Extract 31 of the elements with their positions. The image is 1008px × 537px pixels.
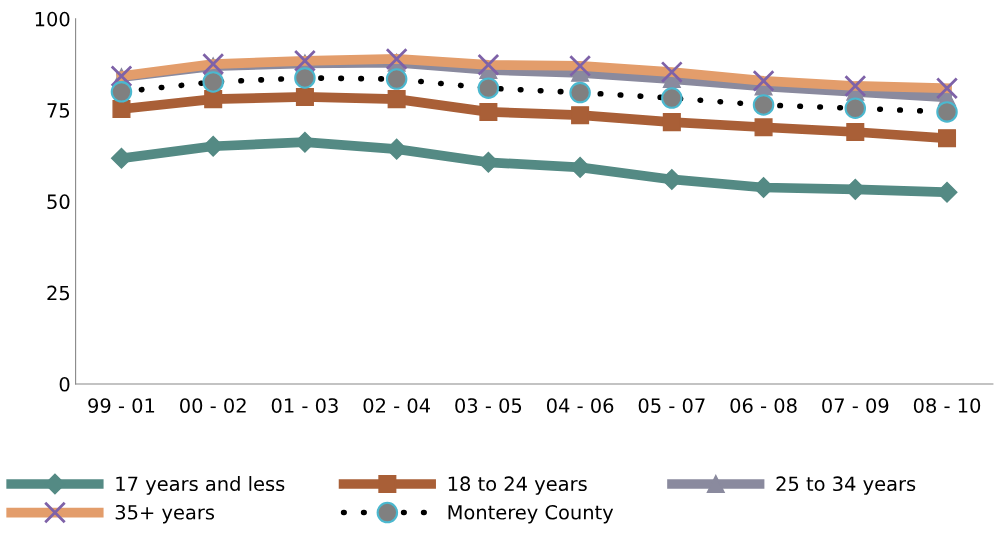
point	[571, 106, 590, 125]
point	[112, 99, 131, 119]
legend-label: 25 to 34 years	[776, 476, 916, 495]
x-tick-label: 06 - 08	[730, 398, 797, 413]
y-tick-label: 0	[59, 376, 70, 392]
x-tick-label: 02 - 04	[363, 398, 430, 413]
point	[479, 102, 498, 121]
legend-label: 17 years and less	[116, 476, 285, 495]
point	[662, 113, 681, 132]
x-tick-label: 04 - 06	[546, 398, 614, 413]
point	[204, 90, 223, 109]
point	[295, 87, 314, 106]
x-tick-label: 03 - 05	[455, 398, 522, 413]
point	[937, 129, 957, 148]
legend-label: Monterey County	[448, 504, 614, 524]
y-tick-label: 100	[35, 11, 70, 27]
y-tick-label: 25	[47, 285, 70, 301]
point	[387, 90, 406, 109]
legend-label: 35+ years	[115, 504, 215, 524]
x-tick-label: 01 - 03	[271, 398, 338, 413]
legend-label: 18 to 24 years	[448, 476, 587, 495]
y-tick-label: 50	[47, 194, 70, 210]
x-tick-label: 05 - 07	[638, 398, 705, 413]
x-tick-label: 99 - 01	[88, 398, 155, 413]
point	[846, 122, 865, 142]
point	[754, 118, 773, 137]
x-tick-label: 08 - 10	[913, 398, 981, 413]
x-tick-label: 07 - 09	[822, 398, 889, 413]
y-tick-label: 75	[47, 103, 70, 118]
point	[110, 147, 132, 169]
x-tick-label: 00 - 02	[180, 398, 246, 413]
